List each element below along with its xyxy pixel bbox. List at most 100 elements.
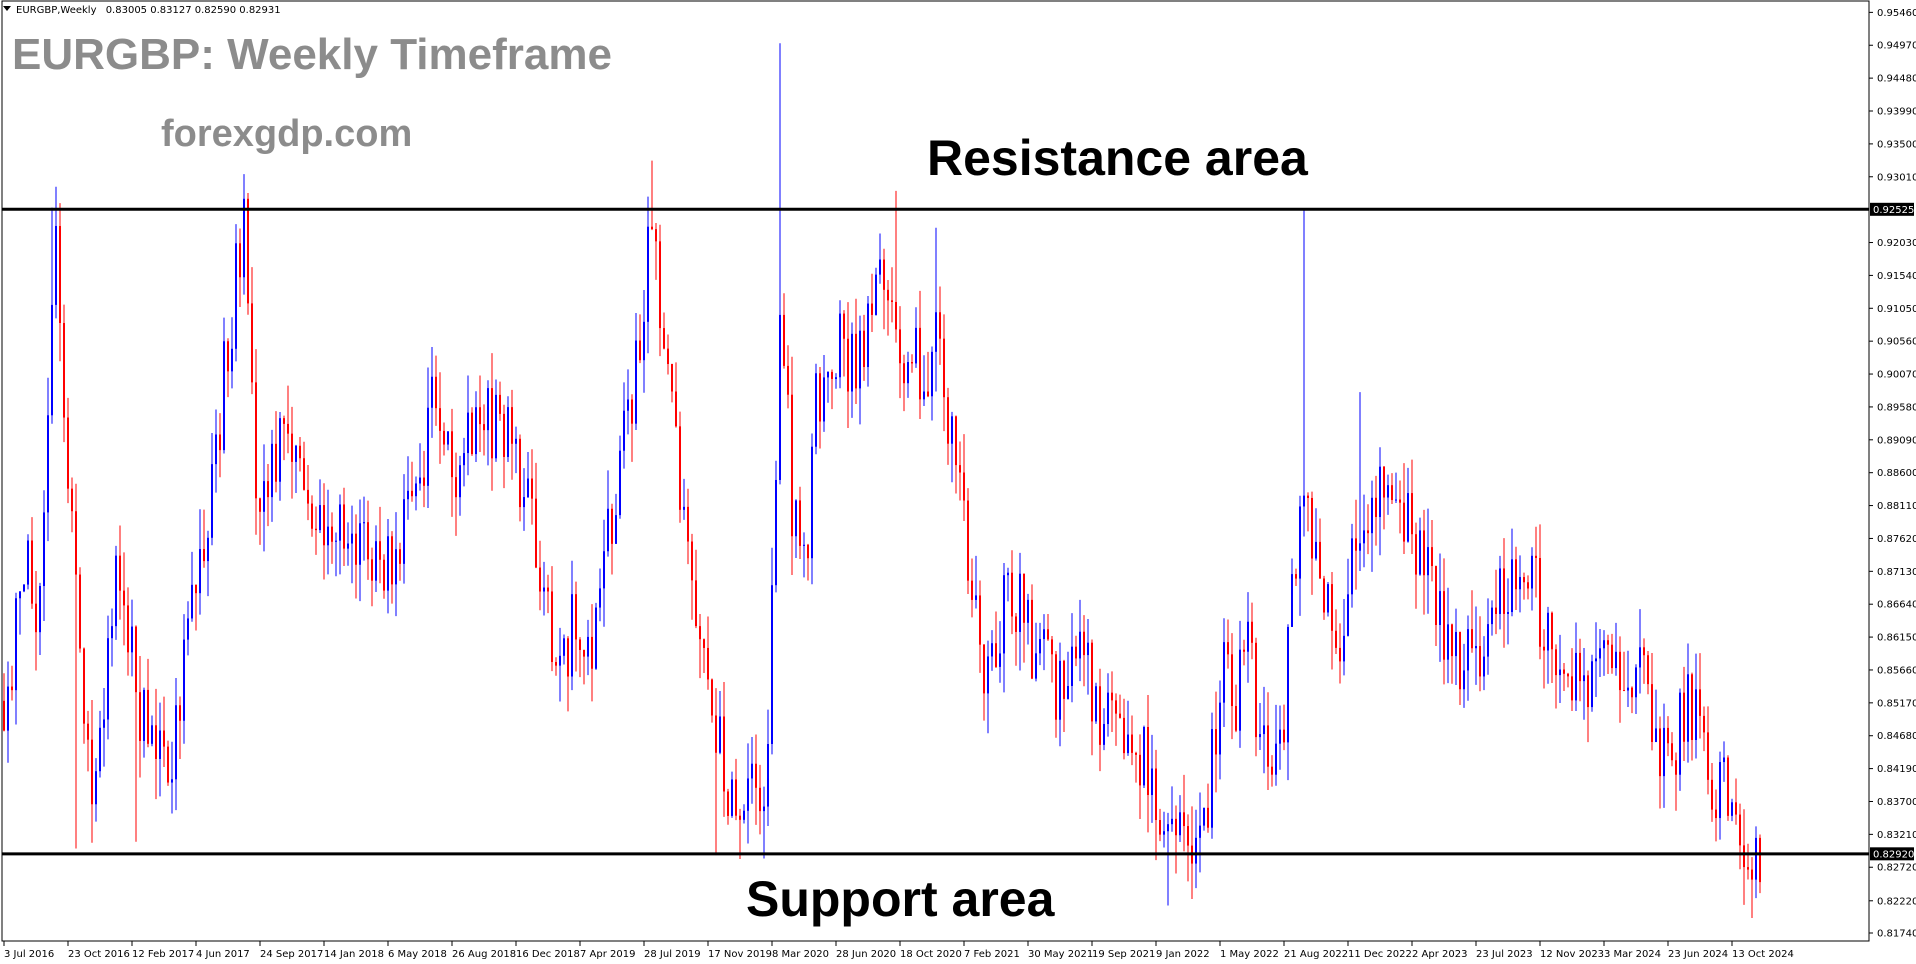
candle-body [967,500,969,581]
candle-body [911,362,913,364]
candle-body [1655,728,1657,743]
candle-body [227,341,229,372]
candle-body [1675,760,1677,775]
candle-body [147,689,149,744]
candle-body [307,489,309,504]
candle-body [867,303,869,368]
candle-body [1423,530,1425,576]
candle-body [251,303,253,383]
candle-body [59,225,61,323]
candle-body [1495,607,1497,614]
candle-body [515,438,517,444]
candle-body [607,508,609,552]
x-tick-label: 2 Apr 2023 [1412,949,1467,960]
candle-body [1527,582,1529,589]
x-tick-label: 3 Mar 2024 [1604,949,1661,960]
candle-body [1687,674,1689,742]
candle-body [67,417,69,489]
candle-body [1027,599,1029,623]
candle-body [183,639,185,721]
candle-body [1311,497,1313,559]
candle-body [1731,802,1733,816]
candle-body [1483,656,1485,677]
candle-body [1103,724,1105,745]
candle-body [1359,543,1361,551]
candle-body [903,363,905,384]
candle-body [931,351,933,397]
x-tick-label: 11 Dec 2022 [1348,949,1412,960]
candle-body [187,618,189,640]
candle-body [1091,642,1093,722]
candle-body [787,365,789,395]
symbol-dropdown-icon[interactable] [3,6,11,11]
candle-body [1707,732,1709,780]
candle-body [899,329,901,364]
x-tick-label: 23 Jul 2023 [1476,949,1533,960]
candle-body [1607,640,1609,645]
candle-body [959,465,961,473]
candle-body [1595,658,1597,662]
candle-body [955,416,957,466]
candle-body [1467,629,1469,671]
candle-body [491,388,493,459]
candle-body [1275,743,1277,775]
candle-body [1215,729,1217,755]
x-tick-label: 28 Jun 2020 [836,949,896,960]
y-tick-label: 0.93010 [1877,172,1916,183]
candle-body [123,590,125,606]
candle-body [1347,594,1349,636]
x-tick-label: 26 Aug 2018 [452,949,516,960]
candle-body [287,423,289,434]
candle-body [1663,727,1665,777]
time-axis[interactable]: 3 Jul 2016 23 Oct 2016 12 Feb 2017 4 Jun 20… [2,940,1869,960]
candle-body [367,522,369,560]
candle-body [503,413,505,457]
candle-body [647,226,649,322]
candle-body [795,500,797,537]
candle-body [575,594,577,640]
candle-body [343,504,345,549]
candle-body [1679,692,1681,775]
candle-body [1539,558,1541,647]
candle-body [399,549,401,564]
candle-body [1611,644,1613,669]
y-tick-label: 0.82720 [1877,863,1916,874]
candle-body [43,512,45,587]
x-tick-label: 17 Nov 2019 [708,949,772,960]
candle-body [603,551,605,589]
candle-body [1207,807,1209,828]
candle-body [719,716,721,753]
candle-body [767,743,769,807]
candle-body [1447,624,1449,660]
candle-body [1471,629,1473,649]
candle-body [1279,729,1281,744]
y-tick-label: 0.94970 [1877,41,1916,52]
candle-body [195,584,197,594]
candle-body [599,588,601,608]
candle-body [1635,667,1637,698]
y-tick-label: 0.83700 [1877,797,1916,808]
candle-body [871,303,873,315]
price-axis[interactable]: 0.95460 0.94970 0.94480 0.93990 0.93500 0.930… [1868,1,1916,941]
candle-body [947,397,949,444]
candle-body [1507,612,1509,614]
x-tick-label: 28 Jul 2019 [644,949,701,960]
candle-body [1523,577,1525,583]
candle-body [875,274,877,315]
candle-body [551,591,553,663]
candle-body [623,410,625,451]
candle-body [1031,599,1033,679]
candle-body [327,526,329,546]
candle-body [119,555,121,591]
candle-body [99,727,101,772]
candle-body [975,595,977,600]
candle-body [691,541,693,581]
candle-body [1463,670,1465,690]
candle-body [347,543,349,549]
candle-body [1063,660,1065,699]
candle-body [407,490,409,500]
candle-body [163,730,165,747]
candle-body [1335,630,1337,648]
